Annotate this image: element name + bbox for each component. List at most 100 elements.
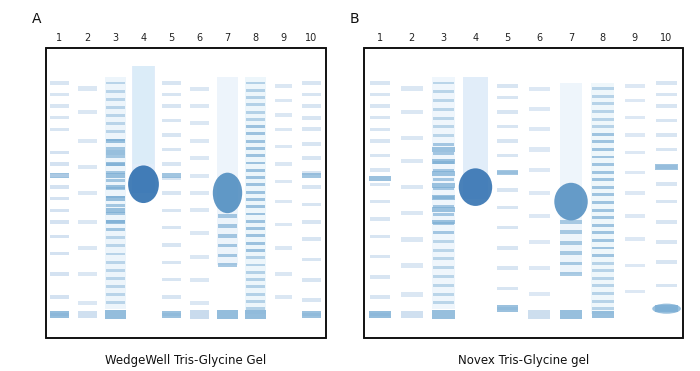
Bar: [433, 108, 454, 111]
Bar: [246, 271, 265, 274]
Bar: [246, 278, 265, 281]
Bar: [46, 48, 326, 338]
Bar: [302, 313, 321, 316]
Bar: [106, 147, 125, 150]
Bar: [560, 262, 582, 265]
Bar: [246, 147, 265, 150]
Bar: [592, 140, 614, 143]
Bar: [433, 213, 454, 216]
Bar: [302, 116, 321, 119]
Bar: [162, 104, 181, 108]
Bar: [246, 89, 265, 92]
Bar: [275, 223, 292, 226]
Text: 10: 10: [661, 33, 673, 43]
Bar: [433, 143, 454, 146]
Bar: [497, 246, 518, 250]
Bar: [433, 171, 455, 176]
Bar: [218, 234, 237, 238]
Bar: [497, 139, 518, 142]
Text: 8: 8: [600, 33, 606, 43]
Bar: [433, 266, 454, 269]
Text: 9: 9: [631, 33, 638, 43]
Bar: [656, 240, 678, 244]
Bar: [497, 287, 518, 290]
Bar: [625, 290, 645, 293]
Bar: [246, 198, 265, 201]
Bar: [370, 275, 391, 279]
Bar: [106, 155, 125, 158]
Bar: [190, 301, 209, 305]
Bar: [656, 183, 678, 186]
Bar: [592, 216, 614, 219]
Bar: [656, 93, 678, 96]
Bar: [497, 125, 518, 128]
Bar: [560, 241, 582, 244]
Bar: [302, 171, 321, 174]
Bar: [433, 159, 455, 164]
Bar: [401, 237, 423, 242]
Text: 7: 7: [568, 33, 574, 43]
Bar: [190, 191, 209, 195]
Bar: [246, 176, 265, 179]
Bar: [50, 252, 69, 255]
Bar: [50, 81, 69, 85]
Bar: [656, 104, 678, 108]
Bar: [162, 278, 181, 282]
Bar: [162, 191, 181, 195]
Bar: [132, 66, 155, 193]
Bar: [370, 128, 391, 131]
Bar: [246, 104, 265, 106]
Text: 7: 7: [225, 33, 230, 43]
Bar: [246, 111, 265, 114]
Bar: [433, 99, 454, 102]
Bar: [528, 148, 550, 151]
Bar: [246, 307, 265, 310]
Bar: [370, 217, 391, 221]
Bar: [528, 240, 550, 244]
Bar: [50, 313, 69, 316]
Bar: [592, 232, 614, 234]
Ellipse shape: [458, 168, 492, 206]
Bar: [370, 139, 391, 142]
Bar: [592, 110, 614, 113]
Bar: [433, 207, 455, 212]
Bar: [656, 165, 678, 169]
Text: B: B: [350, 12, 360, 26]
Bar: [106, 285, 125, 288]
Bar: [106, 261, 125, 264]
Bar: [559, 311, 582, 319]
Bar: [560, 272, 582, 276]
Bar: [433, 222, 454, 225]
Bar: [528, 311, 550, 319]
Bar: [302, 127, 321, 131]
Bar: [246, 169, 265, 172]
Bar: [275, 128, 292, 131]
Bar: [246, 242, 265, 244]
Bar: [162, 209, 181, 212]
Bar: [528, 266, 550, 270]
Bar: [400, 311, 423, 318]
Bar: [218, 263, 237, 267]
Bar: [275, 145, 292, 148]
Bar: [106, 208, 125, 213]
Bar: [592, 262, 614, 265]
Text: 4: 4: [141, 33, 146, 43]
Bar: [433, 187, 454, 190]
Bar: [218, 224, 237, 228]
Bar: [275, 200, 292, 203]
Bar: [655, 164, 678, 170]
Bar: [592, 307, 614, 310]
Bar: [246, 213, 265, 216]
Bar: [433, 220, 455, 224]
Bar: [218, 310, 237, 319]
Bar: [246, 227, 265, 230]
Bar: [592, 178, 614, 181]
Bar: [275, 272, 292, 276]
Bar: [625, 263, 645, 267]
Bar: [433, 205, 454, 207]
Bar: [246, 96, 265, 99]
Bar: [106, 179, 125, 182]
Bar: [50, 295, 69, 299]
Bar: [370, 183, 391, 186]
Bar: [190, 87, 209, 91]
